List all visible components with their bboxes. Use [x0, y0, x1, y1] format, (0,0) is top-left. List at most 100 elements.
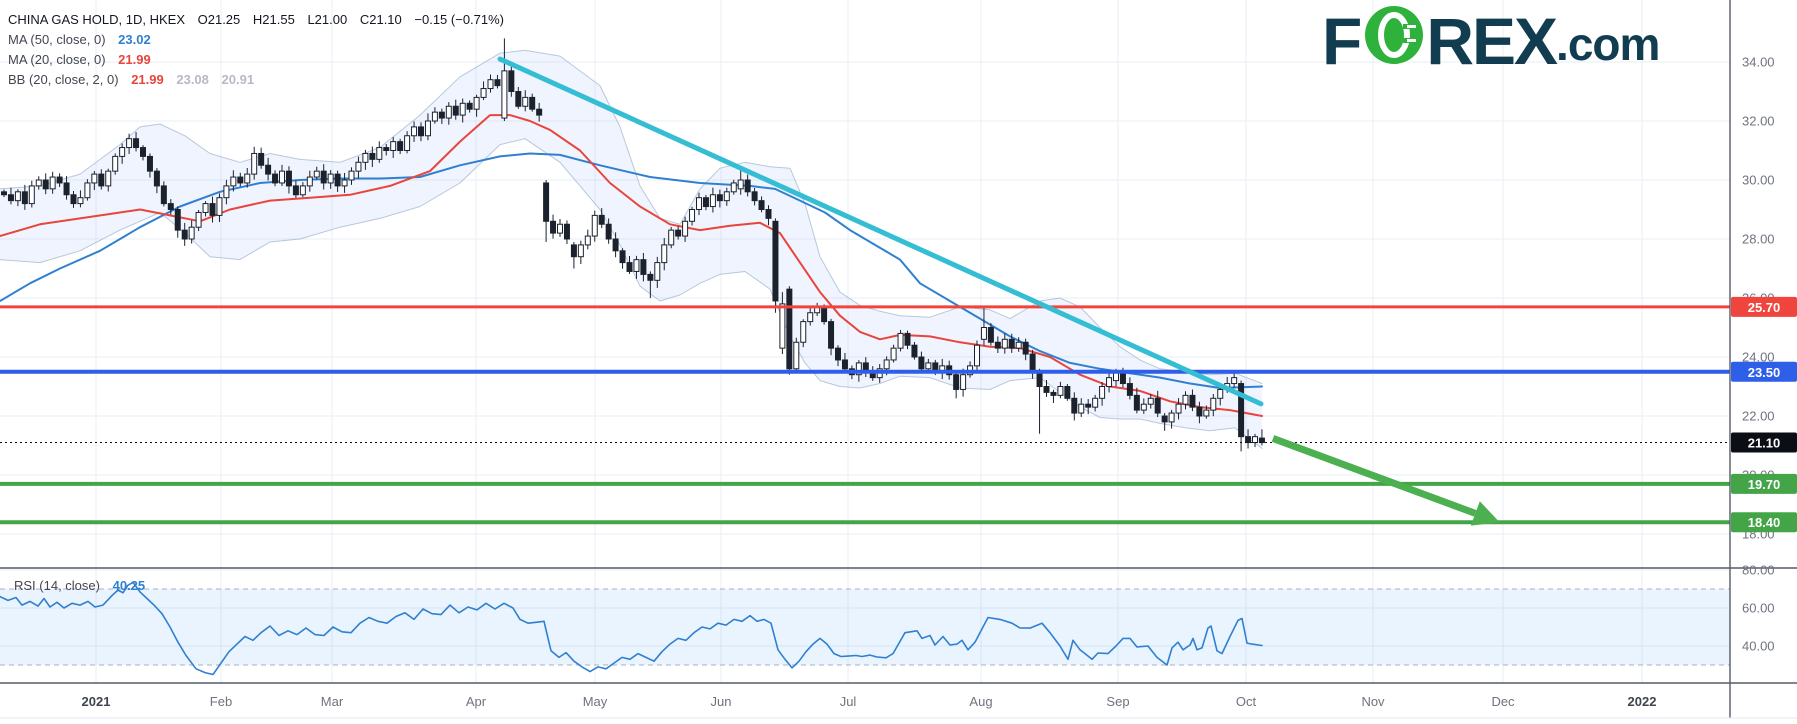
- ma50-value: 23.02: [118, 32, 151, 47]
- time-axis-label[interactable]: Mar: [321, 694, 344, 709]
- rsi-value: 40.25: [112, 578, 146, 593]
- time-axis-label[interactable]: Jul: [840, 694, 857, 709]
- candle-up: [327, 173, 334, 184]
- logo-f: F: [1322, 4, 1362, 78]
- candle-up: [480, 88, 487, 98]
- time-axis-label[interactable]: 2021: [82, 694, 111, 709]
- candle-down: [1050, 391, 1057, 396]
- candle-down: [772, 220, 779, 302]
- candle-up: [313, 170, 320, 178]
- candle-up: [431, 111, 438, 122]
- candle-up: [279, 170, 285, 184]
- candle-up: [251, 152, 258, 175]
- price-axis-tick: 32.00: [1742, 114, 1775, 129]
- time-axis-label[interactable]: Dec: [1491, 694, 1515, 709]
- bearish-arrow-line[interactable]: [1271, 435, 1477, 517]
- price-axis-tick: 22.00: [1742, 409, 1775, 424]
- candle-down: [397, 141, 404, 151]
- time-axis-label[interactable]: Sep: [1106, 694, 1129, 709]
- time-axis-label[interactable]: Feb: [210, 694, 232, 709]
- candle-up: [445, 105, 452, 119]
- candle-up: [1099, 386, 1106, 399]
- candle-down: [258, 152, 265, 166]
- candle-up: [376, 147, 383, 160]
- candle-up: [84, 182, 91, 199]
- time-axis-label[interactable]: 2022: [1628, 694, 1657, 709]
- candle-up: [633, 259, 640, 272]
- time-axis-label[interactable]: Aug: [969, 694, 992, 709]
- price-tag-text: 18.40: [1748, 515, 1781, 530]
- price-axis-tick: 28.00: [1742, 232, 1775, 247]
- symbol-name: CHINA GAS HOLD, 1D, HKEX: [8, 12, 185, 27]
- candle-up: [654, 262, 661, 281]
- candle-up: [779, 303, 786, 349]
- symbol-title-row[interactable]: CHINA GAS HOLD, 1D, HKEX O21.25 H21.55 L…: [8, 10, 504, 30]
- candle-up: [1078, 403, 1085, 414]
- candle-up: [216, 197, 223, 216]
- candle-up: [348, 170, 355, 181]
- downtrend-trendline[interactable]: [497, 56, 1264, 407]
- candle-up: [91, 173, 98, 184]
- candle-down: [70, 194, 77, 205]
- bb-basis-value: 21.99: [131, 72, 164, 87]
- candle-up: [1140, 403, 1147, 411]
- time-axis-label[interactable]: Jun: [711, 694, 732, 709]
- price-tag-text: 21.10: [1748, 436, 1781, 451]
- rsi-label: RSI (14, close): [14, 578, 100, 593]
- time-axis-label[interactable]: Nov: [1361, 694, 1385, 709]
- candle-down: [543, 182, 550, 222]
- candle-up: [112, 155, 119, 172]
- symbol-legend[interactable]: CHINA GAS HOLD, 1D, HKEX O21.25 H21.55 L…: [8, 10, 504, 90]
- candle-up: [230, 176, 237, 187]
- price-tag-text: 23.50: [1748, 365, 1781, 380]
- candle-down: [994, 341, 1001, 349]
- rsi-line: [0, 581, 1263, 676]
- time-axis-label[interactable]: Oct: [1236, 694, 1257, 709]
- candle-down: [911, 344, 918, 358]
- candle-up: [974, 344, 980, 367]
- candle-up: [925, 362, 932, 370]
- candle-up: [1175, 403, 1182, 414]
- ma20-legend-row[interactable]: MA (20, close, 0) 21.99: [8, 50, 504, 70]
- candle-down: [953, 374, 960, 390]
- candle-down: [835, 347, 841, 361]
- candle-down: [383, 147, 390, 152]
- time-axis-label[interactable]: Apr: [466, 694, 487, 709]
- candle-down: [612, 238, 619, 252]
- candle-up: [202, 203, 209, 213]
- candle-up: [119, 147, 126, 157]
- candle-up: [244, 173, 251, 184]
- candle-down: [167, 203, 174, 211]
- candle-down: [63, 182, 70, 196]
- candle-down: [1245, 436, 1252, 444]
- change-value: −0.15 (−0.71%): [414, 12, 505, 27]
- candle-down: [1126, 383, 1133, 396]
- rsi-legend-row[interactable]: RSI (14, close) 40.25: [14, 578, 145, 593]
- candle-up: [390, 141, 397, 151]
- candle-down: [1043, 386, 1050, 393]
- ohlc-high: H21.55: [252, 12, 295, 27]
- time-axis-label[interactable]: May: [583, 694, 608, 709]
- candle-down: [466, 102, 473, 110]
- candle-up: [793, 341, 800, 370]
- ma20-label: MA (20, close, 0): [8, 52, 106, 67]
- candle-up: [682, 220, 689, 237]
- candle-down: [133, 138, 140, 149]
- candle-up: [1057, 386, 1064, 396]
- candle-down: [508, 70, 515, 92]
- ma50-legend-row[interactable]: MA (50, close, 0) 23.02: [8, 30, 504, 50]
- candle-up: [77, 197, 84, 205]
- candle-down: [56, 176, 63, 184]
- candle-up: [362, 152, 369, 163]
- logo-o-icon: [1363, 4, 1425, 69]
- bearish-arrow-head: [1470, 501, 1500, 526]
- candle-down: [452, 105, 459, 116]
- candle-down: [418, 126, 424, 137]
- bb-legend-row[interactable]: BB (20, close, 2, 0) 21.99 23.08 20.91: [8, 70, 504, 90]
- candle-down: [640, 259, 647, 275]
- price-axis-tick: 24.00: [1742, 350, 1775, 365]
- candle-up: [584, 235, 591, 246]
- candle-up: [661, 244, 668, 264]
- candle-up: [557, 223, 563, 234]
